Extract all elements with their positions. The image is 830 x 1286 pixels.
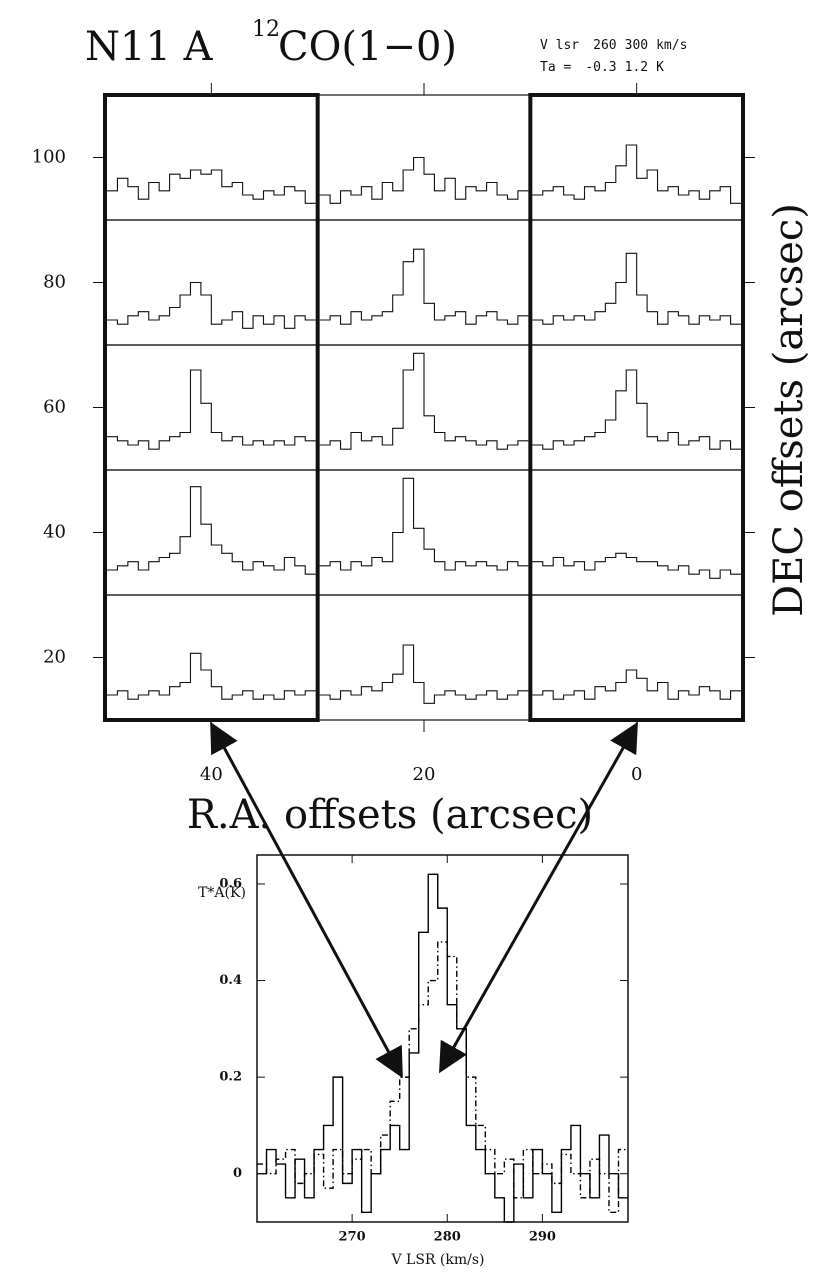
x-axis-label: R.A. offsets (arcsec) (187, 792, 593, 838)
y-tick-label: 100 (32, 147, 66, 168)
panel-frame (104, 594, 319, 721)
plot-frame (256, 854, 629, 1223)
y-tick-label: 0.4 (219, 973, 242, 988)
velocity-label: V lsr (540, 38, 579, 53)
panel-frame (104, 94, 319, 221)
species-mass: 12 (252, 17, 280, 42)
species: CO(1−0) (278, 24, 457, 70)
spectrum (532, 669, 741, 700)
arrow (210, 721, 403, 1079)
spectrum (319, 644, 529, 704)
spectrum (107, 281, 316, 329)
panel-frame (529, 594, 744, 721)
spectrum (107, 369, 316, 450)
spectrum (319, 156, 529, 204)
spectrum (319, 352, 529, 450)
panel-frame (104, 219, 319, 346)
x-tick-label: 290 (529, 1230, 556, 1245)
velocity-unit: km/s (656, 38, 687, 53)
spectrum (532, 252, 741, 325)
velocity-range: V lsr 260 300 km/s (540, 38, 687, 53)
x-tick-label: 270 (339, 1230, 366, 1245)
spectrum (107, 652, 316, 700)
spectrum (532, 144, 741, 204)
y-tick-label: 0.6 (219, 876, 242, 891)
spectrum (107, 169, 316, 204)
y-tick-label: 0 (233, 1166, 242, 1181)
y-tick-label: 0.2 (219, 1070, 242, 1085)
x-axis-label: V LSR (km/s) (390, 1252, 484, 1268)
spectrum-line (257, 873, 628, 1223)
y-tick-label: 20 (43, 647, 66, 668)
spectrum (319, 477, 529, 571)
title: N11 A (85, 24, 214, 70)
temp-unit: K (656, 60, 664, 75)
temp-max: 1.2 (625, 60, 648, 75)
y-axis-label: DEC offsets (arcsec) (766, 203, 812, 617)
spectrum (532, 369, 741, 450)
temp-min: -0.3 (585, 60, 616, 75)
velocity-max: 300 (625, 38, 648, 53)
y-axis-label: T*A(K) (198, 885, 246, 901)
spectrum (107, 486, 316, 575)
highlight-box (528, 93, 745, 722)
x-tick-label: 280 (434, 1230, 461, 1245)
temp-range: Ta = -0.3 1.2 K (540, 60, 664, 75)
spectrum (532, 552, 741, 579)
x-tick-label: 40 (200, 764, 223, 785)
x-tick-label: 0 (631, 764, 642, 785)
panel-frame (529, 469, 744, 596)
spectrum-line (257, 941, 628, 1214)
y-tick-label: 80 (43, 272, 66, 293)
velocity-min: 260 (593, 38, 616, 53)
y-tick-label: 60 (43, 397, 66, 418)
temp-label: Ta = (540, 60, 571, 75)
x-tick-label: 20 (413, 764, 436, 785)
arrow (439, 721, 638, 1074)
spectrum (319, 248, 529, 325)
panel-frame (529, 344, 744, 471)
y-tick-label: 40 (43, 522, 66, 543)
